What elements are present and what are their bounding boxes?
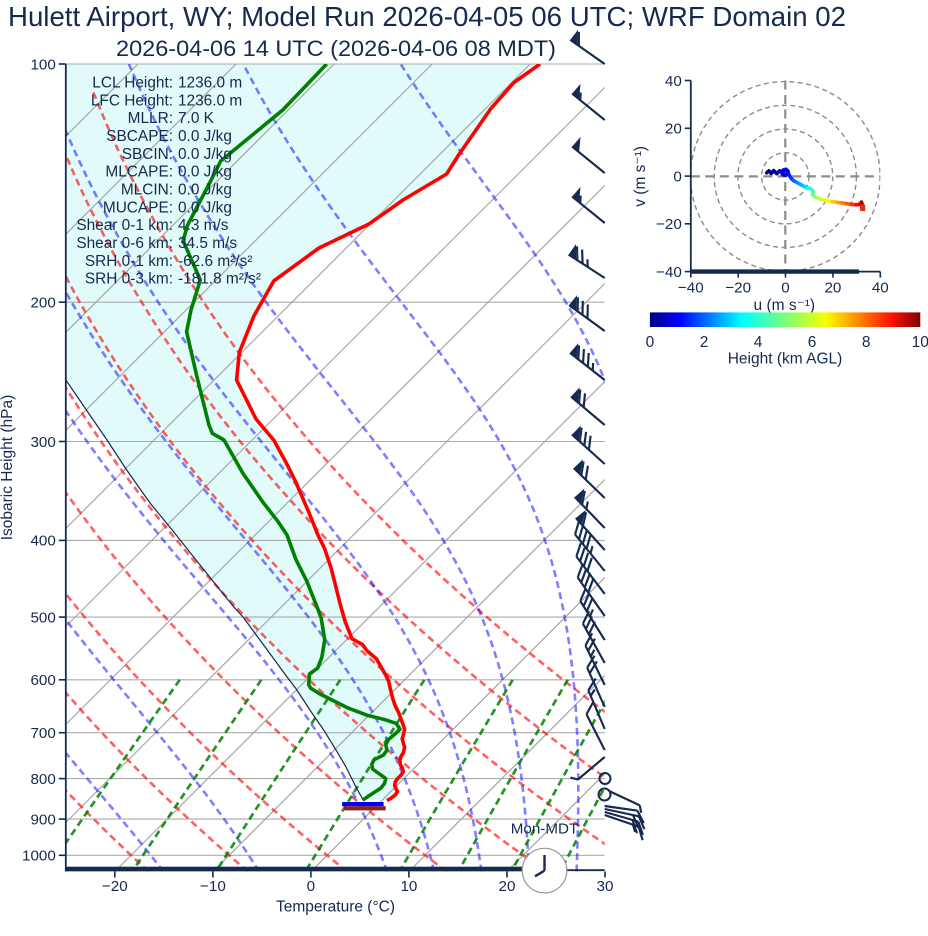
svg-text:SRH 0-3 km:: SRH 0-3 km: xyxy=(85,271,173,288)
svg-text:1236.0 m: 1236.0 m xyxy=(178,92,242,109)
svg-text:Temperature (°C): Temperature (°C) xyxy=(276,899,395,916)
svg-text:0: 0 xyxy=(646,334,655,351)
svg-text:4.3 m/s: 4.3 m/s xyxy=(178,217,229,234)
svg-text:500: 500 xyxy=(30,609,55,626)
svg-text:Isobaric Height (hPa): Isobaric Height (hPa) xyxy=(0,395,16,541)
svg-text:100: 100 xyxy=(30,56,55,73)
svg-text:Height (km AGL): Height (km AGL) xyxy=(728,351,843,368)
svg-text:8: 8 xyxy=(862,334,871,351)
svg-text:200: 200 xyxy=(30,295,55,312)
svg-text:1000: 1000 xyxy=(22,848,56,865)
svg-text:40: 40 xyxy=(872,280,889,297)
svg-text:0.0 J/kg: 0.0 J/kg xyxy=(178,199,232,216)
svg-text:Shear 0-1 km:: Shear 0-1 km: xyxy=(76,217,173,234)
svg-text:0: 0 xyxy=(781,280,789,297)
svg-text:−40: −40 xyxy=(656,264,682,281)
svg-text:Hulett Airport, WY; Model Run: Hulett Airport, WY; Model Run 2026-04-05… xyxy=(8,1,846,32)
svg-text:1236.0 m: 1236.0 m xyxy=(178,75,242,92)
svg-text:7.0 K: 7.0 K xyxy=(178,110,215,127)
svg-text:0: 0 xyxy=(307,878,315,895)
svg-text:0.0 J/kg: 0.0 J/kg xyxy=(178,146,232,163)
svg-text:LFC Height:: LFC Height: xyxy=(91,92,173,109)
svg-text:10: 10 xyxy=(912,334,928,351)
svg-text:SBCIN:: SBCIN: xyxy=(122,146,173,163)
svg-text:MLCIN:: MLCIN: xyxy=(121,182,173,199)
svg-text:4: 4 xyxy=(754,334,763,351)
svg-text:2: 2 xyxy=(700,334,709,351)
svg-text:Mon-MDT: Mon-MDT xyxy=(511,821,579,838)
svg-text:0: 0 xyxy=(673,168,681,185)
svg-text:−20: −20 xyxy=(656,216,682,233)
svg-text:2026-04-06 14 UTC (2026-04-06: 2026-04-06 14 UTC (2026-04-06 08 MDT) xyxy=(116,36,556,61)
svg-text:700: 700 xyxy=(30,725,55,742)
svg-text:6: 6 xyxy=(808,334,817,351)
svg-text:900: 900 xyxy=(30,811,55,828)
svg-text:300: 300 xyxy=(30,434,55,451)
svg-text:SBCAPE:: SBCAPE: xyxy=(106,128,173,145)
svg-text:u (m s⁻¹): u (m s⁻¹) xyxy=(754,297,816,314)
svg-text:MLLR:: MLLR: xyxy=(128,110,173,127)
svg-text:MUCAPE:: MUCAPE: xyxy=(103,199,173,216)
svg-text:30: 30 xyxy=(597,878,614,895)
svg-text:0.0 J/kg: 0.0 J/kg xyxy=(178,182,232,199)
svg-text:0.0 J/kg: 0.0 J/kg xyxy=(178,128,232,145)
svg-text:−20: −20 xyxy=(102,878,128,895)
svg-text:-181.8 m²/s²: -181.8 m²/s² xyxy=(178,271,261,288)
svg-text:400: 400 xyxy=(30,533,55,550)
svg-text:34.5 m/s: 34.5 m/s xyxy=(178,235,237,252)
svg-text:0.0 J/kg: 0.0 J/kg xyxy=(178,164,232,181)
svg-text:LCL Height:: LCL Height: xyxy=(92,75,173,92)
svg-text:40: 40 xyxy=(665,73,682,90)
svg-text:-62.6 m²/s²: -62.6 m²/s² xyxy=(178,253,252,270)
svg-text:20: 20 xyxy=(665,121,682,138)
svg-text:v (m s⁻¹): v (m s⁻¹) xyxy=(632,146,649,207)
svg-text:600: 600 xyxy=(30,672,55,689)
svg-text:20: 20 xyxy=(499,878,516,895)
svg-text:−10: −10 xyxy=(200,878,226,895)
svg-text:−40: −40 xyxy=(678,280,704,297)
svg-text:−20: −20 xyxy=(725,280,751,297)
svg-text:SRH 0-1 km:: SRH 0-1 km: xyxy=(85,253,173,270)
svg-text:MLCAPE:: MLCAPE: xyxy=(105,164,173,181)
svg-text:Shear 0-6 km:: Shear 0-6 km: xyxy=(76,235,173,252)
svg-text:800: 800 xyxy=(30,771,55,788)
svg-text:10: 10 xyxy=(400,878,417,895)
svg-text:20: 20 xyxy=(824,280,841,297)
